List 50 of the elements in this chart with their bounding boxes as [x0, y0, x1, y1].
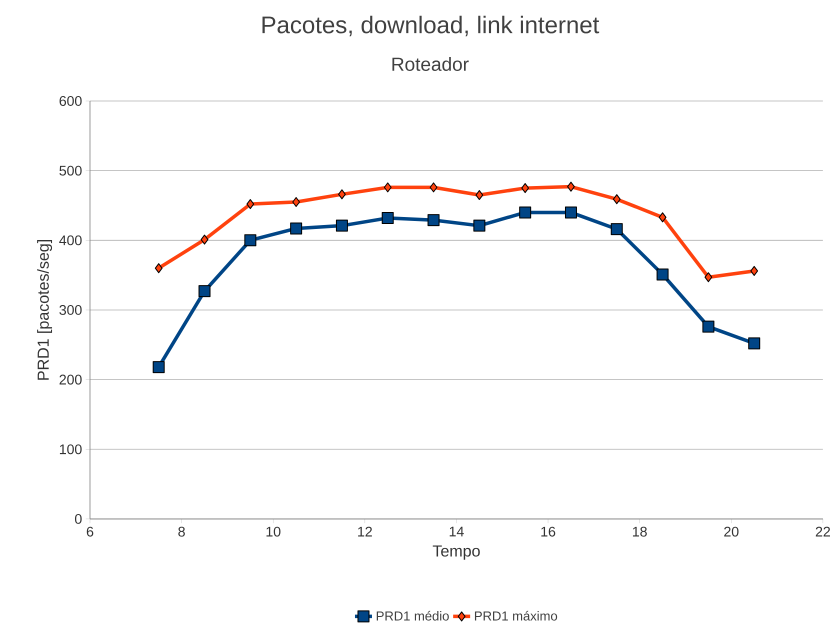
- point: [475, 190, 484, 200]
- point: [338, 189, 346, 200]
- x-axis-title: Tempo: [432, 545, 480, 560]
- point: [750, 266, 758, 276]
- point: [564, 206, 577, 218]
- x-tick-label: 14: [450, 526, 464, 536]
- x-tick-label: 6: [86, 526, 94, 537]
- point: [200, 234, 208, 245]
- point: [521, 183, 530, 194]
- legend-label: PRD1 médio: [376, 610, 449, 621]
- x-tick-label: 12: [358, 526, 372, 537]
- y-tick-label: 0: [74, 514, 82, 524]
- point: [610, 223, 623, 236]
- point: [152, 361, 165, 374]
- point: [336, 220, 348, 232]
- point: [290, 222, 302, 234]
- point: [702, 320, 714, 333]
- legend-label: PRD1 máximo: [474, 610, 558, 621]
- x-tick-label: 20: [724, 526, 739, 537]
- y-tick-label: 100: [60, 444, 82, 454]
- y-tick-label: 400: [59, 235, 82, 246]
- point: [656, 268, 669, 280]
- point: [384, 182, 392, 192]
- point: [519, 206, 532, 218]
- y-tick-label: 300: [59, 305, 82, 315]
- y-tick-label: 200: [60, 374, 82, 385]
- x-tick-label: 18: [632, 526, 647, 537]
- point: [658, 212, 666, 222]
- x-tick-label: 8: [178, 526, 185, 537]
- chart-title: Pacotes, download, link internet: [262, 16, 600, 36]
- x-tick-label: 16: [541, 526, 556, 537]
- point: [430, 182, 438, 192]
- chart-subtitle: Roteador: [392, 57, 469, 71]
- point: [612, 194, 621, 204]
- point: [473, 220, 486, 232]
- point: [704, 272, 712, 282]
- x-tick-label: 10: [266, 526, 280, 537]
- y-tick-label: 600: [60, 96, 82, 106]
- point: [292, 197, 300, 208]
- point: [246, 199, 254, 210]
- point: [244, 234, 256, 246]
- x-tick-label: 22: [816, 526, 830, 537]
- point: [428, 214, 440, 226]
- point: [198, 285, 211, 298]
- y-tick-label: 500: [59, 166, 82, 176]
- point: [567, 182, 575, 192]
- point: [748, 337, 760, 350]
- point: [382, 212, 394, 224]
- y-axis-title: PRD1 [pacotes/seg]: [37, 240, 52, 380]
- point: [154, 263, 163, 274]
